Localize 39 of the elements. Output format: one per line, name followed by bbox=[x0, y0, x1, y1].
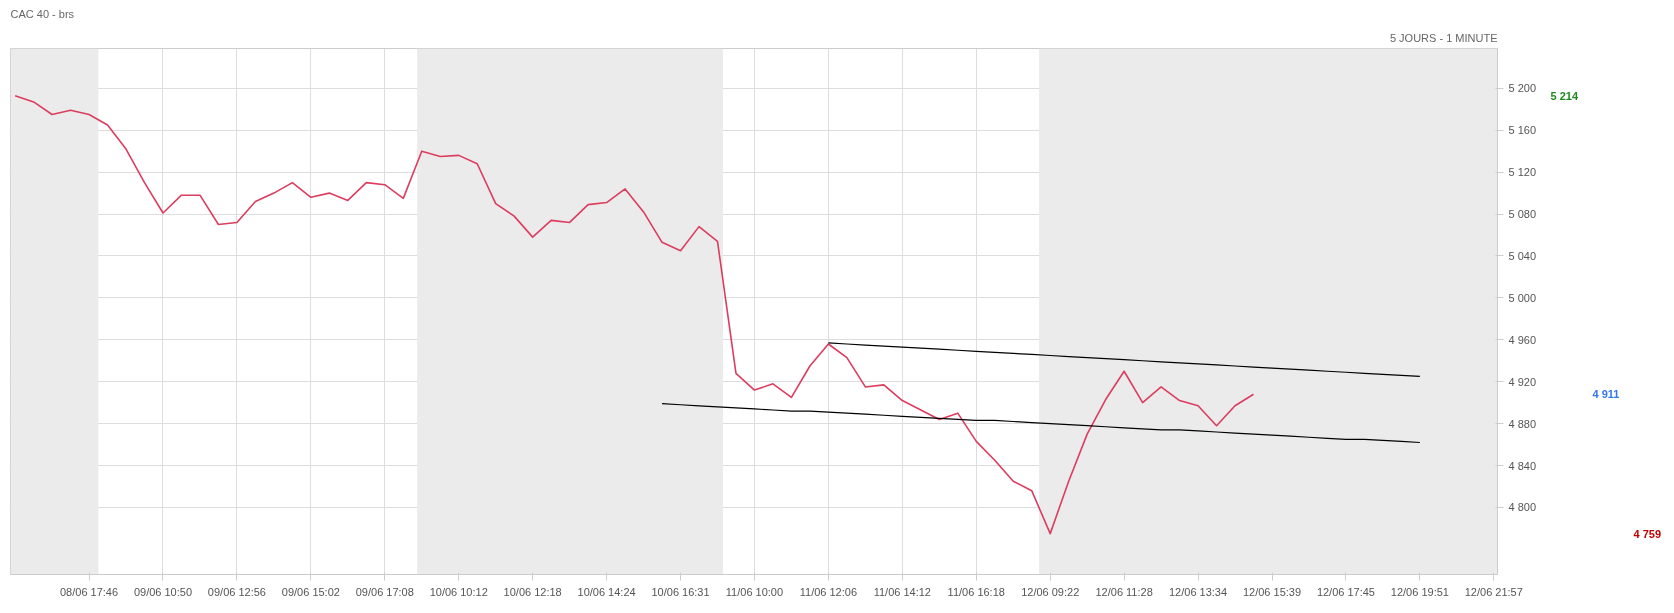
x-tick-label: 12/06 21:57 bbox=[1464, 585, 1523, 598]
x-tick-label: 11/06 16:18 bbox=[947, 585, 1005, 598]
line-series bbox=[14, 94, 1255, 535]
y-tick-label: 4 920 bbox=[1508, 375, 1537, 388]
y-tick-label: 5 120 bbox=[1508, 166, 1537, 179]
y-tick-label: 4 880 bbox=[1508, 417, 1537, 430]
x-tick-label: 09/06 12:56 bbox=[207, 585, 266, 598]
y-tick-label: 5 200 bbox=[1508, 82, 1537, 95]
x-tick-label: 11/06 14:12 bbox=[873, 585, 931, 598]
y-tick-label: 4 840 bbox=[1508, 459, 1537, 472]
line-series bbox=[827, 342, 1421, 378]
y-tick-label: 5 040 bbox=[1508, 249, 1537, 262]
x-tick-label: 11/06 12:06 bbox=[799, 585, 858, 598]
x-tick-label: 09/06 15:02 bbox=[281, 585, 340, 598]
text: 4 911 bbox=[1592, 388, 1620, 401]
y-tick-label: 5 160 bbox=[1508, 124, 1537, 137]
x-tick-label: 10/06 10:12 bbox=[429, 585, 488, 598]
x-tick-label: 12/06 15:39 bbox=[1242, 585, 1302, 598]
x-tick-label: 09/06 10:50 bbox=[133, 585, 193, 598]
line-series bbox=[661, 403, 1421, 444]
x-tick-label: 12/06 13:34 bbox=[1169, 585, 1228, 598]
x-tick-label: 10/06 14:24 bbox=[577, 585, 636, 598]
y-tick-label: 4 960 bbox=[1508, 333, 1537, 346]
y-tick-label: 4 800 bbox=[1508, 501, 1537, 514]
chart-title: CAC 40 - brs bbox=[10, 7, 75, 20]
x-tick-label: 09/06 17:08 bbox=[355, 585, 414, 598]
chart-subtitle: 5 JOURS - 1 MINUTE bbox=[1389, 31, 1498, 44]
x-tick-label: 11/06 10:00 bbox=[725, 585, 784, 598]
x-tick-label: 12/06 19:51 bbox=[1390, 585, 1449, 598]
text: 4 759 bbox=[1633, 527, 1662, 540]
x-tick-label: 12/06 09:22 bbox=[1021, 585, 1080, 598]
y-tick-label: 5 000 bbox=[1508, 291, 1537, 304]
x-tick-label: 12/06 11:28 bbox=[1095, 585, 1153, 598]
x-tick-label: 10/06 16:31 bbox=[651, 585, 710, 598]
x-tick-label: 10/06 12:18 bbox=[503, 585, 562, 598]
y-tick-label: 5 080 bbox=[1508, 208, 1537, 221]
x-tick-label: 12/06 17:45 bbox=[1316, 585, 1376, 598]
text: 5 214 bbox=[1550, 89, 1579, 102]
x-tick-label: 08/06 17:46 bbox=[60, 585, 119, 598]
